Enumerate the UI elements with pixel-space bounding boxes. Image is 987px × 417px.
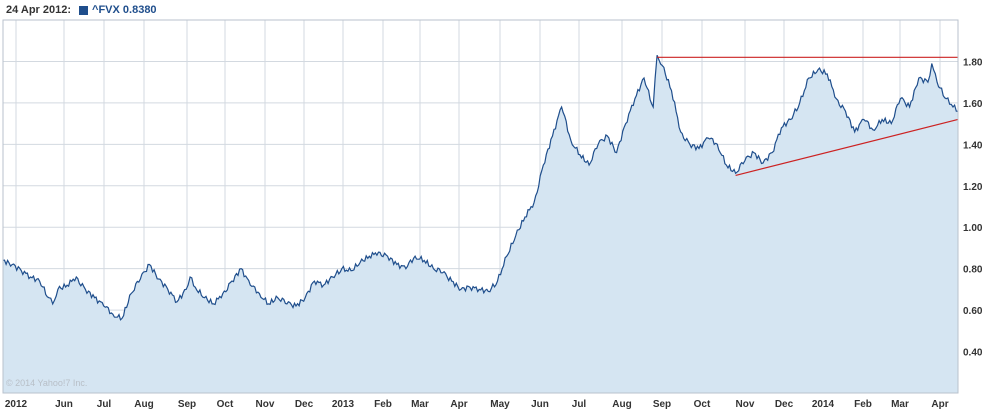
y-tick-label: 0.60: [963, 306, 983, 317]
chart-legend: 24 Apr 2012: ^FVX 0.8380: [6, 4, 157, 16]
x-tick-label: Oct: [694, 399, 711, 410]
x-tick-label: Sep: [178, 399, 196, 410]
x-tick-label: 2012: [5, 399, 28, 410]
x-tick-label: Mar: [411, 399, 429, 410]
x-tick-label: 2014: [812, 399, 835, 410]
x-tick-label: Nov: [736, 399, 755, 410]
copyright-watermark: © 2014 Yahoo!7 Inc.: [6, 378, 87, 388]
y-tick-label: 1.00: [963, 223, 983, 234]
y-tick-label: 1.20: [963, 182, 983, 193]
x-tick-label: Sep: [653, 399, 671, 410]
y-tick-label: 1.60: [963, 99, 983, 110]
x-tick-label: May: [490, 399, 510, 410]
x-tick-label: Nov: [256, 399, 275, 410]
y-tick-label: 0.80: [963, 265, 983, 276]
x-tick-label: Feb: [854, 399, 872, 410]
y-tick-label: 1.80: [963, 57, 983, 68]
x-tick-label: Jun: [531, 399, 549, 410]
legend-series-label[interactable]: ^FVX 0.8380: [92, 4, 157, 16]
legend-series-swatch: [79, 5, 89, 15]
x-tick-label: Oct: [217, 399, 234, 410]
trendline: [735, 118, 959, 176]
y-tick-label: 1.40: [963, 140, 983, 151]
x-tick-label: 2013: [332, 399, 355, 410]
x-tick-label: Dec: [295, 399, 314, 410]
series-line: [2, 54, 958, 321]
x-axis-labels: 2012 Jun Jul Aug Sep Oct Nov Dec 2013 Feb Mar Apr Ma…: [5, 399, 949, 410]
x-tick-label: Dec: [775, 399, 794, 410]
x-tick-label: Jul: [572, 399, 587, 410]
trendlines: [657, 56, 959, 176]
x-tick-label: Jul: [97, 399, 112, 410]
x-tick-label: Feb: [374, 399, 392, 410]
series-area-fill: [3, 55, 958, 393]
x-tick-label: Aug: [134, 399, 153, 410]
x-tick-label: Jun: [55, 399, 73, 410]
legend-date: 24 Apr 2012:: [6, 4, 72, 16]
y-axis-labels: 0.40 0.60 0.80 1.00 1.20 1.40 1.60 1.80: [963, 57, 983, 358]
y-tick-label: 0.40: [963, 348, 983, 359]
x-tick-label: Apr: [450, 399, 467, 410]
x-tick-label: Mar: [891, 399, 909, 410]
plot-frame: [2, 19, 959, 394]
x-tick-label: Aug: [612, 399, 631, 410]
x-tick-label: Apr: [931, 399, 948, 410]
